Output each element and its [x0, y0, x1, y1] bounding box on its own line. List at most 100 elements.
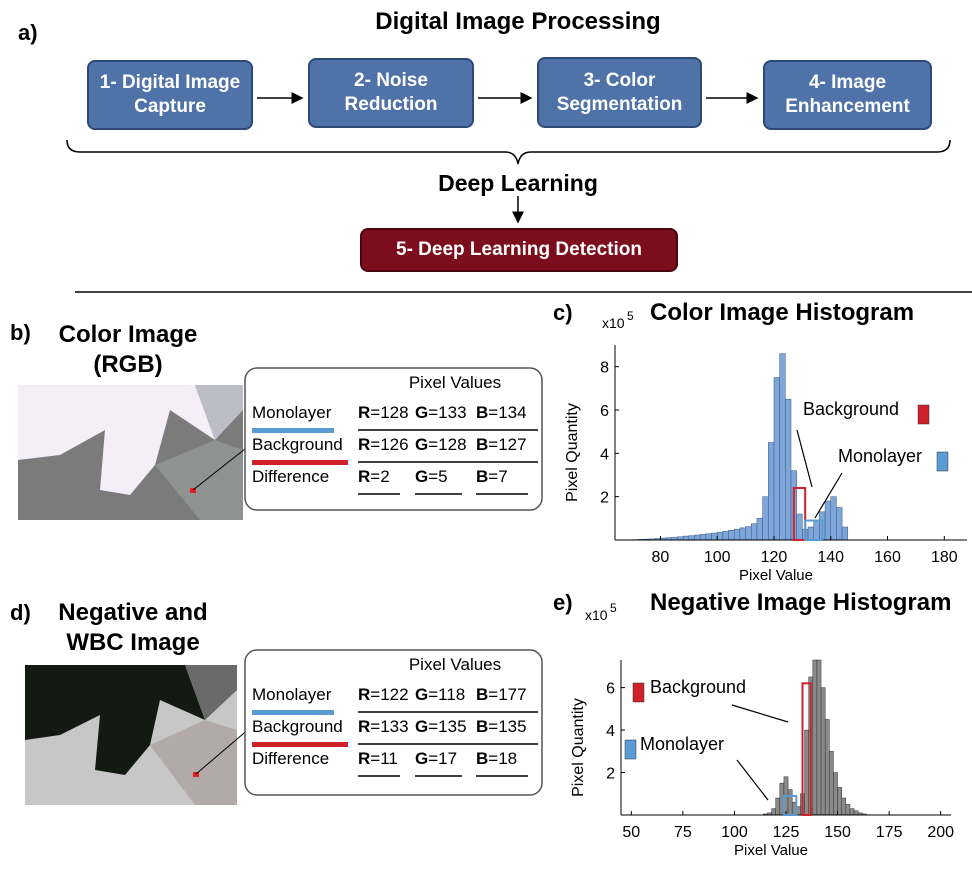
bar [712, 533, 718, 540]
bar [751, 524, 757, 540]
table-cell: G=17 [415, 749, 457, 769]
label-underline [252, 742, 348, 747]
x-tick-label: 120 [761, 549, 788, 566]
table-cell: B=177 [476, 685, 527, 705]
table-cell: R=122 [358, 685, 409, 705]
bar [846, 804, 850, 815]
annotation-line [797, 430, 812, 487]
annotation: Monolayer [640, 734, 724, 754]
table-cell: B=127 [476, 435, 527, 455]
x-tick-label: 150 [824, 824, 851, 841]
bar [723, 531, 729, 540]
x-axis-label: Pixel Value [734, 842, 808, 859]
bar [694, 535, 700, 540]
y-tick-label: 6 [606, 681, 615, 698]
step-box: 2- Noise Reduction [308, 58, 474, 128]
panel-label: e) [553, 590, 573, 615]
panel-title: Color Image (RGB) [38, 320, 218, 380]
x-tick-label: 100 [721, 824, 748, 841]
panel-title: Negative and WBC Image [38, 598, 228, 658]
table-cell: R=11 [358, 749, 398, 769]
bar [717, 532, 723, 540]
x-tick-label: 160 [874, 549, 901, 566]
annotation-swatch [937, 452, 948, 471]
bar [683, 536, 689, 540]
bar [842, 798, 846, 815]
bar [734, 529, 740, 540]
x-tick-label: 75 [674, 824, 692, 841]
y-tick-label: 6 [600, 403, 609, 420]
bar [768, 443, 774, 541]
panel-label: d) [10, 600, 31, 626]
table-cell: G=133 [415, 403, 467, 423]
panel-label: b) [10, 320, 31, 346]
table-cell: G=5 [415, 467, 448, 487]
annotation-swatch [633, 683, 644, 702]
color-image [18, 385, 250, 520]
row-label: Difference [252, 467, 329, 487]
negative-image [25, 665, 250, 805]
row-label: Difference [252, 749, 329, 769]
x-tick-label: 200 [927, 824, 954, 841]
bar [850, 809, 854, 815]
bar [706, 534, 712, 540]
table-header: Pixel Values [409, 655, 501, 674]
annotation-swatch [625, 740, 636, 759]
table-cell: B=135 [476, 717, 527, 737]
y-tick-label: 2 [606, 766, 615, 783]
bar [854, 811, 858, 815]
figure: Pixel ValuesPixel Valuesc)Color Image Hi… [0, 0, 972, 878]
bar [821, 688, 825, 815]
annotation-line [737, 760, 768, 800]
table-cell: G=118 [415, 685, 465, 705]
title: Digital Image Processing [0, 8, 972, 36]
bar [825, 501, 831, 540]
bar [814, 521, 820, 541]
y-tick-label: 4 [600, 446, 609, 463]
detection-box: 5- Deep Learning Detection [360, 228, 678, 272]
row-label: Monolayer [252, 403, 331, 423]
y-tick-label: 8 [600, 360, 609, 377]
annotation-line [732, 705, 788, 722]
annotation: Background [803, 399, 899, 419]
row-label: Background [252, 717, 343, 737]
bar [774, 378, 780, 541]
x-tick-label: 125 [773, 824, 800, 841]
x-tick-label: 140 [817, 549, 844, 566]
bar [746, 527, 752, 540]
table-cell: R=2 [358, 467, 390, 487]
bar [833, 773, 837, 815]
bar [780, 354, 786, 540]
label-underline [252, 710, 334, 715]
bar [825, 719, 829, 815]
bar [772, 809, 776, 815]
bar [805, 730, 809, 815]
x-axis-label: Pixel Value [739, 567, 813, 584]
bar [808, 527, 814, 540]
bar [729, 530, 735, 540]
x-tick-label: 180 [931, 549, 958, 566]
table-cell: R=126 [358, 435, 409, 455]
x-tick-label: 50 [622, 824, 640, 841]
table-cell: R=128 [358, 403, 409, 423]
y-tick-label: 2 [600, 490, 609, 507]
bar [829, 751, 833, 815]
step-box: 3- Color Segmentation [537, 57, 702, 128]
y-tick-label: 4 [606, 723, 615, 740]
y-multiplier-exponent: 5 [627, 309, 634, 323]
table-cell: B=7 [476, 467, 508, 487]
bar [817, 660, 821, 815]
bar [776, 798, 780, 815]
chart-title: Negative Image Histogram [650, 589, 951, 616]
table-cell: G=135 [415, 717, 467, 737]
group-label: Deep Learning [368, 170, 668, 197]
row-label: Monolayer [252, 685, 331, 705]
step-box: 1- Digital Image Capture [87, 60, 253, 130]
table-cell: B=134 [476, 403, 527, 423]
table-header: Pixel Values [409, 373, 501, 392]
y-multiplier: x10 [602, 315, 625, 331]
bar [700, 534, 706, 540]
bar [836, 508, 842, 541]
bar [838, 787, 842, 815]
chart-title: Color Image Histogram [650, 299, 914, 326]
